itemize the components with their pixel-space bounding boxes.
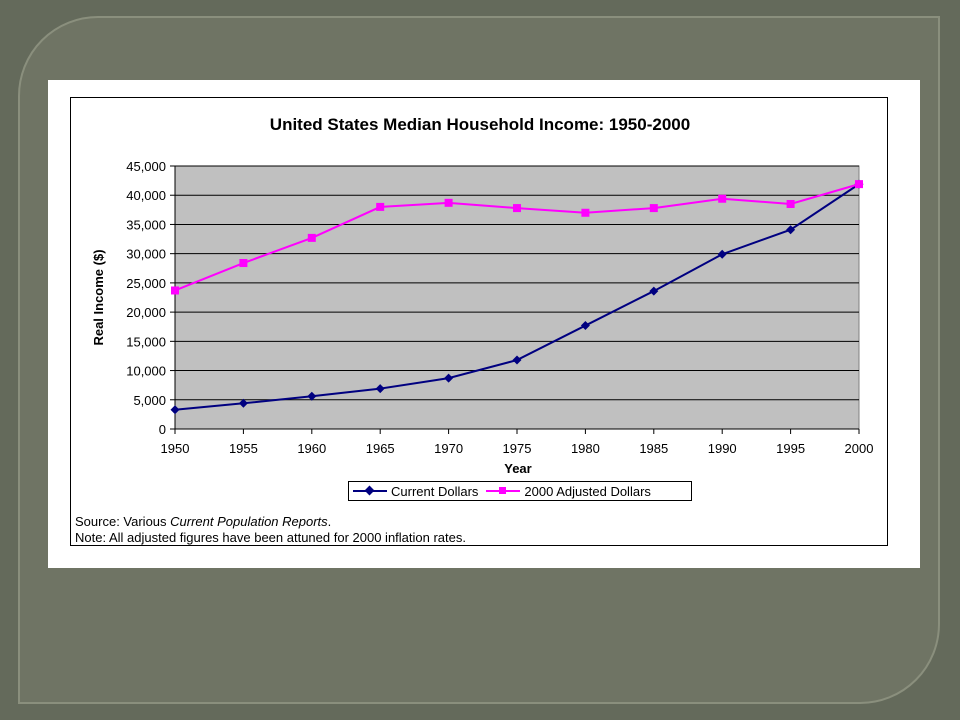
x-tick-label: 1985 [639,441,668,456]
x-tick-label: 1950 [161,441,190,456]
legend-item-current-dollars: Current Dollars [353,484,478,499]
x-tick-label: 1965 [366,441,395,456]
legend-swatch-adjusted-dollars [486,484,521,498]
y-tick-label: 45,000 [126,159,166,174]
data-point-adjusted-dollars [786,199,795,208]
x-tick-label: 1955 [229,441,258,456]
legend-label-current-dollars: Current Dollars [391,483,479,499]
data-point-adjusted-dollars [649,204,658,213]
x-axis-label: Year [504,461,531,476]
chart-legend: Current Dollars 2000 Adjusted Dollars [348,481,692,501]
y-tick-label: 20,000 [126,305,166,320]
legend-label-adjusted-dollars: 2000 Adjusted Dollars [524,483,651,499]
data-point-current-dollars [580,321,590,331]
chart-container: 0 5,000 10,000 15,000 20,000 25,000 30,000 35,0… [70,97,888,546]
data-point-current-dollars [444,373,454,383]
data-point-current-dollars [649,286,659,296]
data-point-current-dollars [512,355,522,365]
y-tick-label: 10,000 [126,364,166,379]
source-suffix: . [327,514,332,529]
y-axis-label: Real Income ($) [91,249,106,345]
source-note: Source: Various Current Population Repor… [75,514,331,529]
inflation-note: Note: All adjusted figures have been att… [75,530,466,545]
data-point-adjusted-dollars [171,286,179,295]
data-point-adjusted-dollars [513,204,521,213]
x-tick-label: 1990 [708,441,737,456]
data-point-adjusted-dollars [718,194,727,203]
y-tick-label: 0 [159,422,166,437]
data-point-adjusted-dollars [239,259,248,268]
y-tick-label: 40,000 [126,188,166,203]
data-point-adjusted-dollars [444,198,453,207]
legend-item-adjusted-dollars: 2000 Adjusted Dollars [486,483,651,499]
data-point-current-dollars [170,405,180,415]
data-point-current-dollars [786,225,796,235]
y-tick-label: 35,000 [126,217,166,232]
x-tick-label: 1980 [571,441,600,456]
x-tick-label: 1970 [434,441,463,456]
data-point-adjusted-dollars [307,233,316,242]
data-point-current-dollars [717,249,727,259]
legend-swatch-current-dollars [353,484,387,498]
y-tick-label: 15,000 [126,334,166,349]
y-tick-label: 30,000 [126,247,166,262]
chart-title: United States Median Household Income: 1… [270,115,690,134]
data-point-current-dollars [375,384,385,394]
data-point-adjusted-dollars [855,180,863,189]
data-point-current-dollars [238,398,248,408]
line-chart: 0 5,000 10,000 15,000 20,000 25,000 30,000 35,0… [91,115,874,476]
data-point-adjusted-dollars [376,202,385,211]
data-point-current-dollars [307,391,317,401]
source-prefix: Source: Various [75,514,171,529]
data-point-adjusted-dollars [581,208,590,217]
x-tick-label: 1975 [503,441,532,456]
x-tick-label: 2000 [845,441,874,456]
y-tick-label: 25,000 [126,276,166,291]
x-tick-label: 1960 [297,441,326,456]
y-tick-label: 5,000 [133,393,166,408]
source-publication: Current Population Reports [170,514,328,529]
x-tick-label: 1995 [776,441,805,456]
